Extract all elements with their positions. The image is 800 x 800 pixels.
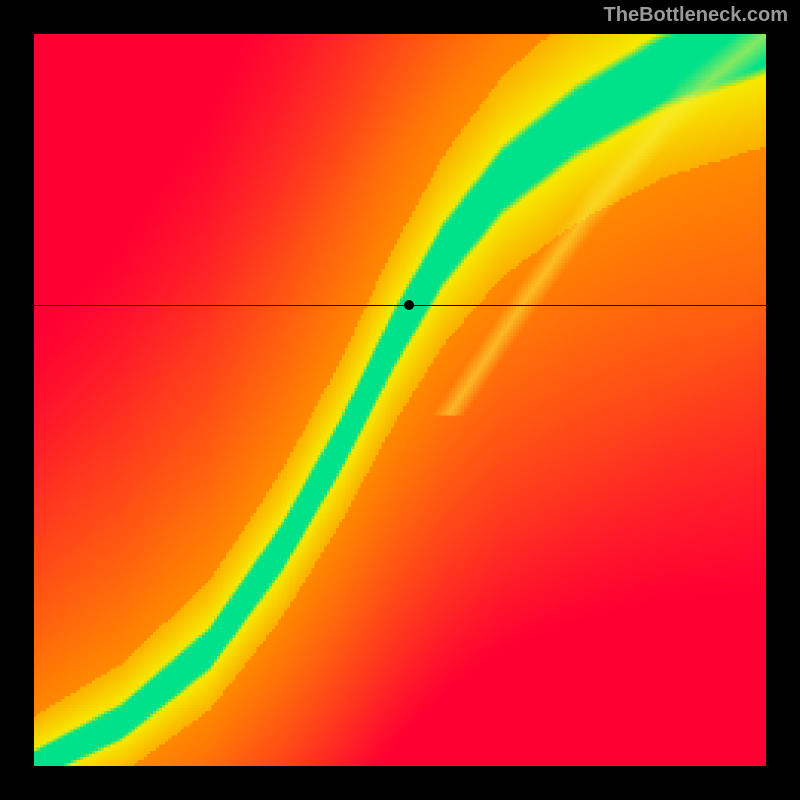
heatmap-canvas xyxy=(34,34,766,766)
crosshair-marker xyxy=(404,300,414,310)
crosshair-horizontal xyxy=(34,305,766,306)
heatmap-plot-area xyxy=(34,34,766,766)
watermark-text: TheBottleneck.com xyxy=(604,4,788,27)
